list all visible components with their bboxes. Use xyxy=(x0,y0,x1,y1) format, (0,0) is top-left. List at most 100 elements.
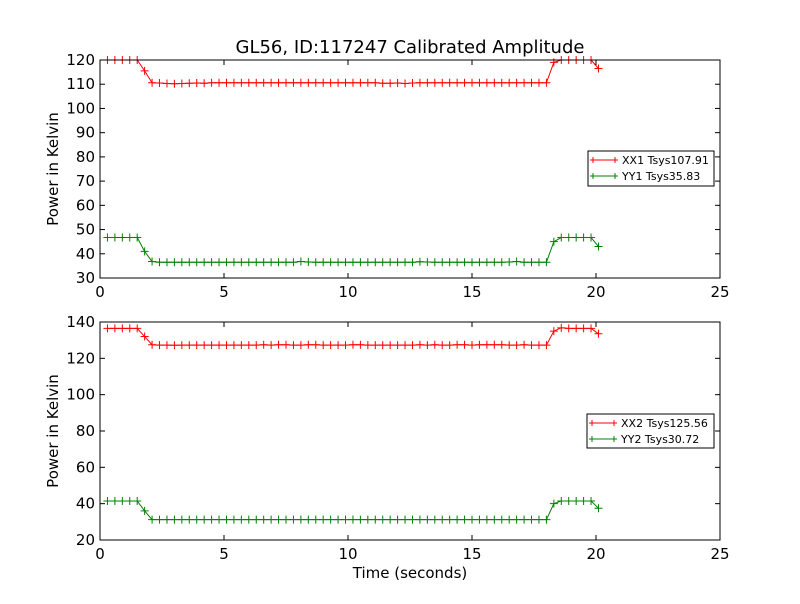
data-point xyxy=(252,78,261,87)
data-point xyxy=(296,341,305,350)
y-tick-label: 80 xyxy=(76,422,95,440)
data-point xyxy=(267,78,276,87)
top-panel: 0 5 10 15 20 25 30 40 50 60 70 80 90 100 110 120 Power i… xyxy=(44,51,730,301)
data-point xyxy=(200,341,209,350)
data-point xyxy=(520,258,529,267)
data-point xyxy=(423,341,432,350)
data-point xyxy=(215,258,224,267)
data-point xyxy=(133,496,142,505)
data-point xyxy=(423,78,432,87)
data-point xyxy=(564,496,573,505)
data-point xyxy=(148,78,157,87)
data-point xyxy=(185,515,194,524)
data-point xyxy=(244,258,253,267)
data-point xyxy=(162,341,171,350)
data-point xyxy=(229,258,238,267)
data-point xyxy=(215,341,224,350)
data-point xyxy=(549,499,558,508)
data-point xyxy=(512,78,521,87)
x-tick-label: 5 xyxy=(219,545,229,563)
data-point xyxy=(430,515,439,524)
data-point xyxy=(140,66,149,75)
y-axis-label: Power in Kelvin xyxy=(44,112,62,226)
data-point xyxy=(386,341,395,350)
data-point xyxy=(348,78,357,87)
data-point xyxy=(185,258,194,267)
data-point xyxy=(237,258,246,267)
data-point xyxy=(140,247,149,256)
data-point xyxy=(304,78,313,87)
data-point xyxy=(185,341,194,350)
data-point xyxy=(393,515,402,524)
data-point xyxy=(482,258,491,267)
y-tick-label: 60 xyxy=(76,196,95,214)
data-point xyxy=(118,496,127,505)
data-point xyxy=(192,258,201,267)
legend-marker xyxy=(590,157,618,163)
data-point xyxy=(237,515,246,524)
data-point xyxy=(215,78,224,87)
x-tick-label: 0 xyxy=(95,545,105,563)
data-point xyxy=(445,515,454,524)
x-tick-label: 20 xyxy=(586,283,605,301)
data-point xyxy=(363,258,372,267)
data-point xyxy=(371,78,380,87)
data-point xyxy=(423,258,432,267)
data-point xyxy=(289,341,298,350)
data-point xyxy=(259,515,268,524)
data-point xyxy=(311,78,320,87)
data-point xyxy=(252,341,261,350)
data-point xyxy=(237,78,246,87)
y-tick-label: 120 xyxy=(66,51,95,69)
data-point xyxy=(274,78,283,87)
data-point xyxy=(453,340,462,349)
data-point xyxy=(311,258,320,267)
data-point xyxy=(110,233,119,242)
y-tick-label: 140 xyxy=(66,313,95,331)
data-point xyxy=(274,340,283,349)
data-point xyxy=(348,340,357,349)
data-point xyxy=(133,233,142,242)
data-point xyxy=(319,258,328,267)
data-point xyxy=(207,78,216,87)
data-point xyxy=(468,515,476,524)
y-tick-label: 110 xyxy=(66,75,95,93)
data-point xyxy=(579,324,588,333)
data-point xyxy=(207,341,216,350)
y-tick-label: 70 xyxy=(76,172,95,190)
data-point xyxy=(304,258,313,267)
y-tick-label: 60 xyxy=(76,458,95,476)
data-point xyxy=(103,233,112,242)
data-point xyxy=(222,78,231,87)
data-point xyxy=(304,515,313,524)
data-point xyxy=(148,515,157,524)
data-point xyxy=(445,258,454,267)
data-point xyxy=(348,515,357,524)
data-point xyxy=(594,242,603,251)
data-point xyxy=(534,258,543,267)
data-point xyxy=(118,324,127,333)
data-point xyxy=(482,78,491,87)
data-point xyxy=(170,258,179,267)
data-point xyxy=(244,78,253,87)
data-point xyxy=(133,324,142,333)
data-point xyxy=(155,79,164,88)
data-point xyxy=(334,341,343,350)
data-point xyxy=(408,258,417,267)
data-point xyxy=(282,340,290,349)
data-point xyxy=(438,515,447,524)
data-point xyxy=(110,324,119,333)
data-point xyxy=(386,515,395,524)
data-point xyxy=(430,340,439,349)
data-point xyxy=(319,78,328,87)
data-point xyxy=(430,258,439,267)
data-point xyxy=(289,515,298,524)
data-point xyxy=(505,78,514,87)
data-point xyxy=(453,258,462,267)
data-point xyxy=(401,258,410,267)
data-point xyxy=(334,515,343,524)
data-point xyxy=(192,515,201,524)
data-point xyxy=(363,341,372,350)
y-tick-label: 100 xyxy=(66,386,95,404)
